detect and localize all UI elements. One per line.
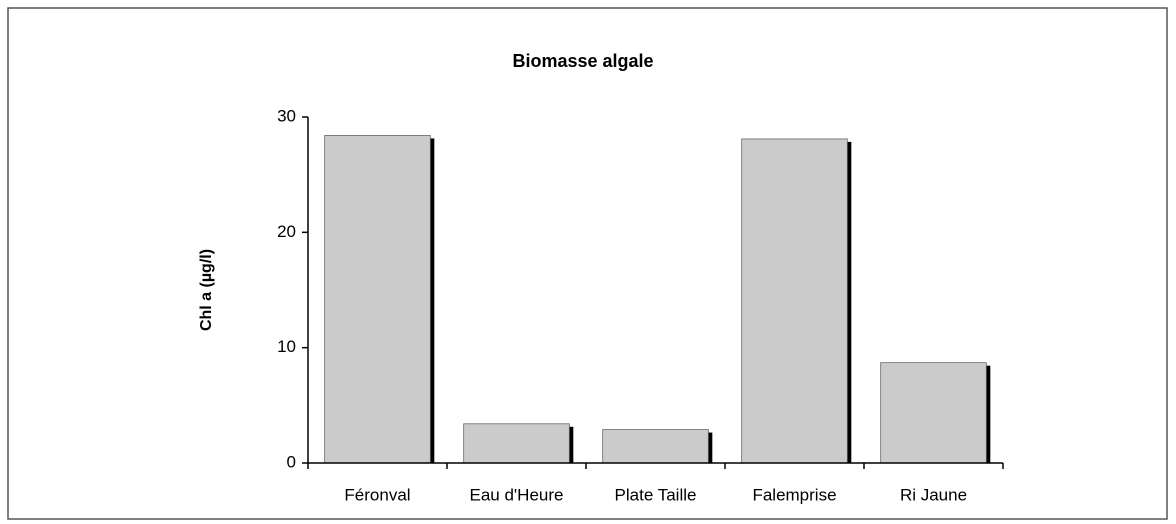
bar	[324, 135, 431, 464]
chart-title: Biomasse algale	[512, 51, 653, 71]
x-tick-label: Eau d'Heure	[470, 485, 564, 504]
bar	[741, 138, 848, 464]
x-tick-label: Féronval	[344, 485, 410, 504]
bar	[880, 362, 987, 464]
bar	[463, 423, 570, 464]
bar	[602, 429, 709, 464]
x-tick-label: Plate Taille	[615, 485, 697, 504]
x-tick-label: Falemprise	[752, 485, 836, 504]
x-tick-label: Ri Jaune	[900, 485, 967, 504]
y-tick-label: 30	[277, 106, 296, 125]
y-tick-label: 20	[277, 222, 296, 241]
y-tick-label: 0	[287, 452, 296, 471]
y-tick-label: 10	[277, 337, 296, 356]
frame	[7, 7, 1168, 520]
y-axis-label: Chl a (µg/l)	[198, 249, 215, 331]
